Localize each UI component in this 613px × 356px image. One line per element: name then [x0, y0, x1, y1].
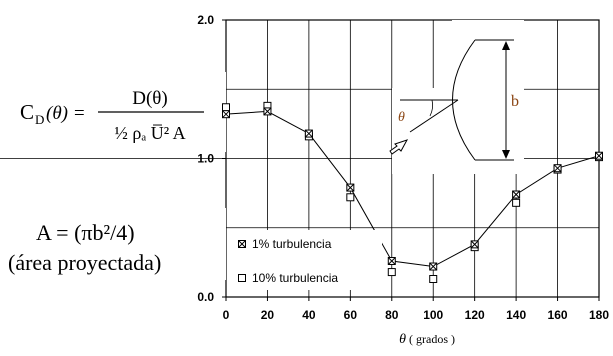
- point-1pct-80: [387, 256, 396, 265]
- point-10pct-60: [346, 193, 355, 202]
- x-tick-label: 140: [506, 308, 526, 322]
- point-1pct-100: [429, 262, 438, 271]
- point-10pct-140: [512, 198, 521, 207]
- dimension-arrow-bottom: [502, 150, 510, 159]
- legend-marker-1pct: [238, 240, 246, 248]
- markers-1pct-turbulence: [222, 107, 603, 271]
- dimension-arrow-top: [502, 41, 510, 50]
- flow-arrow: [389, 139, 409, 155]
- angle-background: [392, 88, 464, 174]
- x-tick-label: 60: [344, 308, 358, 322]
- flow-line: [409, 99, 459, 133]
- x-tick-label: 180: [589, 308, 609, 322]
- point-1pct-140: [512, 190, 521, 199]
- formula-lhs-subscript: D: [35, 112, 44, 127]
- x-tick-label: 0: [223, 308, 230, 322]
- legend-marker-10pct: [238, 274, 246, 282]
- point-1pct-40: [304, 129, 313, 138]
- x-axis-ticks: 0 20 40 60 80 100 120 140 160 180: [223, 297, 609, 322]
- dimension-label: b: [511, 93, 519, 110]
- x-axis-symbol: θ: [399, 332, 406, 347]
- formula-lhs-argument: (θ) =: [46, 103, 86, 124]
- angle-arc: [429, 99, 434, 117]
- y-tick-label: 1.0: [197, 152, 214, 166]
- formula-lhs: C: [20, 100, 34, 124]
- point-10pct-0: [222, 103, 230, 112]
- x-tick-label: 100: [423, 308, 443, 322]
- point-10pct-100: [429, 274, 438, 283]
- point-1pct-160: [553, 164, 562, 173]
- legend-symbol-1pct: [238, 240, 246, 248]
- y-tick-label: 2.0: [197, 13, 214, 27]
- formula-denominator: ½ ρₐ U̅² A: [114, 123, 185, 143]
- legend: 1% turbulencia 10% turbulencia: [232, 230, 382, 290]
- y-tick-label: 0.0: [197, 290, 214, 304]
- series-line-1pct: [225, 110, 600, 268]
- x-tick-label: 160: [548, 308, 568, 322]
- legend-background: [232, 230, 382, 290]
- drag-formula: C D (θ) = D(θ) ½ ρₐ U̅² A: [20, 88, 204, 143]
- point-1pct-20: [263, 107, 272, 116]
- x-tick-label: 120: [465, 308, 485, 322]
- point-1pct-180: [595, 151, 603, 160]
- legend-label-10pct: 10% turbulencia: [252, 271, 338, 285]
- angle-label: θ: [398, 110, 405, 125]
- x-tick-label: 20: [261, 308, 275, 322]
- x-axis-title: ( grados ): [409, 332, 455, 346]
- area-description: (área proyectada): [8, 250, 161, 275]
- plate-diagram: b θ: [389, 20, 524, 174]
- x-tick-label: 80: [385, 308, 399, 322]
- legend-label-1pct: 1% turbulencia: [252, 237, 332, 251]
- point-1pct-60: [346, 183, 355, 192]
- x-tick-label: 40: [302, 308, 316, 322]
- point-10pct-80: [387, 268, 396, 277]
- legend-symbol-10pct: [238, 274, 246, 282]
- area-equation: A = (πb²/4): [36, 220, 135, 245]
- area-background: [0, 208, 226, 280]
- point-1pct-120: [470, 240, 479, 249]
- point-1pct-0: [222, 110, 230, 119]
- formula-numerator: D(θ): [132, 88, 167, 109]
